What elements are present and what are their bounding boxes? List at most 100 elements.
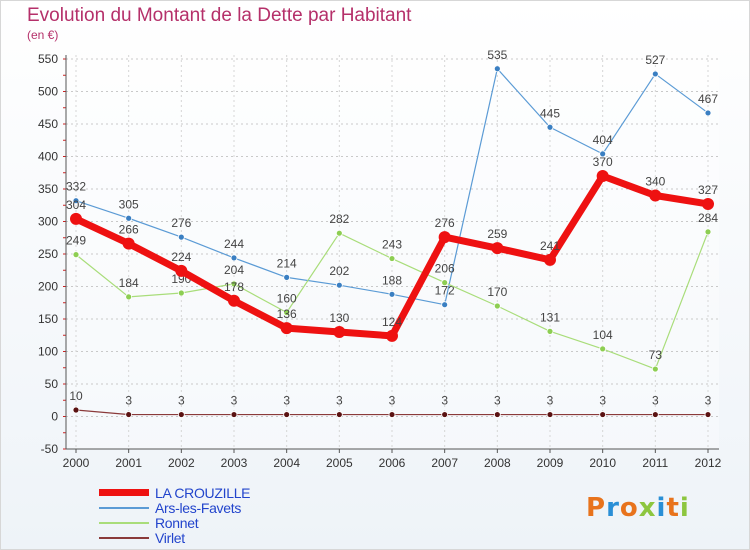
- data-label-la-crouzille: 370: [593, 155, 613, 169]
- data-point-virlet: [72, 406, 80, 414]
- legend-item-ronnet: Ronnet: [99, 514, 250, 531]
- data-label-la-crouzille: 136: [277, 307, 297, 321]
- data-point-virlet: [546, 411, 554, 418]
- data-point-ronnet: [335, 229, 343, 237]
- data-label-ronnet: 243: [382, 238, 402, 252]
- data-point-ronnet: [441, 279, 449, 287]
- logo-letter: i: [679, 493, 690, 523]
- data-label-virlet: 3: [705, 394, 712, 408]
- legend-item-ars-les-favets: Ars-les-Favets: [99, 500, 250, 516]
- data-label-la-crouzille: 178: [224, 280, 244, 294]
- data-point-ronnet: [388, 255, 396, 262]
- data-point-ronnet: [704, 228, 712, 236]
- data-point-ars-les-favets: [283, 273, 291, 281]
- data-label-ars-les-favets: 244: [224, 237, 244, 251]
- x-tick-label: 2012: [695, 456, 722, 470]
- x-tick-label: 2011: [642, 456, 668, 470]
- data-label-ronnet: 160: [277, 292, 297, 306]
- y-tick-label: 400: [38, 150, 58, 164]
- data-label-la-crouzille: 276: [435, 216, 455, 230]
- data-point-la-crouzille: [438, 231, 451, 244]
- x-tick-label: 2009: [537, 456, 564, 470]
- data-point-ronnet: [72, 251, 80, 259]
- data-label-virlet: 3: [283, 394, 290, 408]
- data-label-ronnet: 282: [329, 212, 349, 226]
- data-point-virlet: [388, 411, 396, 418]
- logo-letter: x: [638, 493, 657, 523]
- data-label-ars-les-favets: 332: [66, 180, 86, 194]
- x-tick-label: 2010: [589, 456, 616, 470]
- data-label-ars-les-favets: 445: [540, 106, 560, 120]
- data-point-la-crouzille: [491, 242, 504, 255]
- data-point-virlet: [230, 411, 238, 418]
- data-label-ronnet: 284: [698, 211, 718, 225]
- x-tick-label: 2008: [484, 456, 511, 470]
- data-label-virlet: 3: [599, 394, 606, 408]
- data-point-ronnet: [599, 345, 607, 353]
- legend-swatch-virlet: [99, 536, 149, 539]
- data-label-virlet: 3: [336, 394, 343, 408]
- legend-swatch-ars-les-favets: [99, 506, 149, 509]
- data-label-virlet: 3: [178, 394, 185, 408]
- legend-label-ronnet: Ronnet: [155, 514, 199, 531]
- legend-swatch-ronnet: [99, 521, 149, 524]
- data-point-ars-les-favets: [335, 281, 343, 289]
- x-tick-label: 2006: [379, 456, 406, 470]
- data-point-ars-les-favets: [388, 290, 396, 298]
- data-point-virlet: [335, 411, 343, 418]
- y-tick-label: 200: [38, 280, 58, 294]
- data-label-la-crouzille: 266: [119, 223, 139, 237]
- y-tick-label: 250: [38, 247, 58, 261]
- data-label-la-crouzille: 304: [66, 198, 86, 212]
- chart-title: Evolution du Montant de la Dette par Hab…: [27, 5, 412, 26]
- data-point-ars-les-favets: [177, 233, 185, 241]
- data-point-ronnet: [283, 309, 291, 316]
- data-point-ronnet: [493, 302, 501, 310]
- data-point-la-crouzille: [122, 237, 135, 250]
- data-label-la-crouzille: 130: [329, 311, 349, 325]
- logo-letter: P: [586, 493, 607, 523]
- data-point-ars-les-favets: [599, 150, 607, 158]
- data-label-virlet: 3: [231, 394, 238, 408]
- y-tick-label: 550: [38, 52, 58, 66]
- data-point-ars-les-favets: [546, 123, 554, 131]
- data-point-la-crouzille: [386, 329, 398, 342]
- data-point-virlet: [704, 411, 712, 418]
- data-label-virlet: 3: [547, 394, 554, 408]
- data-point-ronnet: [651, 365, 659, 373]
- data-label-ars-les-favets: 404: [593, 133, 613, 147]
- data-label-la-crouzille: 259: [487, 227, 507, 241]
- data-label-ronnet: 184: [119, 276, 139, 290]
- logo-letter: o: [619, 493, 639, 523]
- y-tick-label: 300: [38, 215, 58, 229]
- data-label-ronnet: 249: [66, 234, 86, 248]
- data-point-ars-les-favets: [125, 214, 133, 222]
- data-point-virlet: [651, 411, 659, 418]
- legend: LA CROUZILLE Ars-les-Favets Ronnet Virlet: [99, 485, 251, 546]
- data-point-la-crouzille: [702, 197, 714, 210]
- data-label-ars-les-favets: 535: [487, 48, 507, 62]
- y-tick-label: -50: [41, 442, 59, 456]
- data-point-ars-les-favets: [704, 109, 712, 117]
- data-label-ars-les-favets: 214: [277, 256, 297, 270]
- data-point-ronnet: [177, 289, 185, 297]
- data-label-ars-les-favets: 305: [119, 197, 139, 211]
- data-point-virlet: [493, 411, 501, 418]
- logo-letter: i: [656, 493, 667, 523]
- data-point-virlet: [283, 411, 291, 418]
- data-label-virlet: 3: [125, 394, 132, 408]
- data-label-ars-les-favets: 276: [171, 216, 191, 230]
- data-label-la-crouzille: 327: [698, 183, 718, 197]
- data-label-ars-les-favets: 188: [382, 273, 402, 287]
- data-label-la-crouzille: 124: [382, 315, 402, 329]
- data-point-ars-les-favets: [441, 301, 449, 309]
- data-point-ars-les-favets: [72, 197, 80, 205]
- data-point-la-crouzille: [228, 294, 240, 307]
- data-point-la-crouzille: [333, 326, 346, 338]
- proxiti-logo: Proxiti: [586, 493, 690, 523]
- data-point-la-crouzille: [596, 170, 609, 182]
- data-label-virlet: 3: [652, 394, 659, 408]
- data-point-la-crouzille: [175, 264, 188, 277]
- data-point-ars-les-favets: [493, 65, 501, 73]
